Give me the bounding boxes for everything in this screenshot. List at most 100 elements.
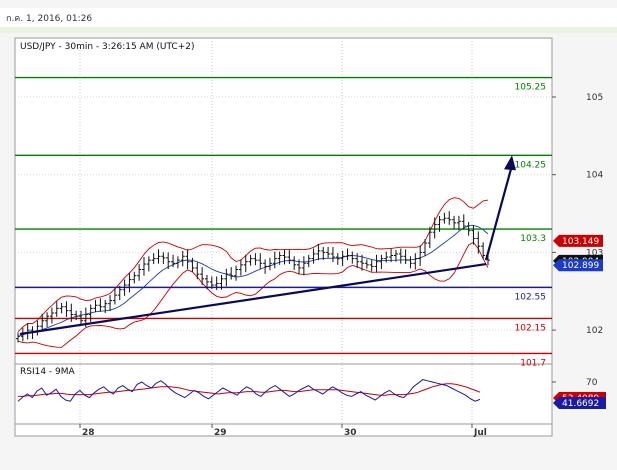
candle — [69, 303, 74, 322]
candle — [447, 211, 452, 225]
candle — [350, 251, 355, 264]
candle — [335, 253, 340, 265]
candle — [452, 215, 457, 230]
candle — [108, 295, 113, 312]
candle — [432, 217, 437, 239]
candle — [408, 256, 413, 269]
level-lines: 105.25 104.25 103.3 102.55 102.15 101.7 — [15, 76, 552, 368]
y-tick-label-104: 104 — [586, 171, 603, 181]
header-bar: ก.ค. 1, 2016, 01:26 — [0, 8, 617, 28]
candle — [393, 250, 398, 262]
x-tick-label-29: 29 — [214, 428, 227, 438]
level-label-102.15: 102.15 — [515, 323, 547, 333]
candle — [204, 274, 209, 290]
x-axis-strip — [14, 423, 553, 437]
price-tag-102.899: 102.899 — [562, 261, 599, 271]
x-tick-label-Jul: Jul — [473, 428, 487, 438]
candle — [442, 212, 447, 224]
candle — [355, 253, 360, 268]
x-tick-label-30: 30 — [344, 428, 357, 438]
candle — [122, 279, 127, 296]
candle — [137, 264, 142, 281]
candle — [234, 265, 239, 281]
candle — [117, 285, 122, 301]
candle — [345, 248, 350, 261]
chart-title: USD/JPY - 30min - 3:26:15 AM (UTC+2) — [20, 42, 194, 52]
candle — [306, 254, 311, 268]
candle — [161, 252, 166, 265]
candle — [146, 256, 151, 272]
candle — [418, 245, 423, 266]
candle — [132, 271, 137, 284]
candle — [166, 252, 171, 270]
candle — [190, 257, 195, 272]
candle — [224, 268, 229, 287]
candle — [301, 256, 306, 276]
candle — [238, 259, 243, 276]
x-tick-label-28: 28 — [82, 428, 95, 438]
candle — [461, 214, 466, 230]
bollinger-lower — [17, 241, 489, 348]
rsi-line — [17, 379, 481, 402]
candle — [413, 253, 418, 270]
y-tick-label-102: 102 — [586, 326, 603, 336]
candle — [243, 254, 248, 273]
candle — [374, 254, 379, 273]
candle — [45, 312, 50, 327]
candle — [481, 242, 486, 260]
price-tag-103.149: 103.149 — [562, 237, 599, 247]
rsi-lines: 7053.408941.6692 — [17, 378, 606, 409]
candles — [16, 211, 490, 343]
candle — [195, 262, 200, 280]
candle — [297, 259, 302, 275]
support-trendline — [19, 262, 487, 336]
candle — [466, 222, 471, 236]
candle — [103, 299, 108, 314]
rsi-title: RSI14 - 9MA — [20, 367, 76, 377]
candle — [316, 243, 321, 261]
level-label-104.25: 104.25 — [515, 160, 547, 170]
y-axis: 105 104 103 102 — [552, 93, 603, 336]
candle — [112, 288, 117, 305]
price-tag-box-103.149 — [553, 234, 603, 247]
trendline — [19, 155, 516, 336]
rsi-y-tick-label-70: 70 — [586, 378, 598, 388]
candle — [141, 257, 146, 276]
candle — [98, 298, 103, 312]
candle — [326, 246, 331, 258]
candle — [321, 246, 326, 260]
candle — [340, 250, 345, 266]
candle — [471, 225, 476, 245]
level-label-105.25: 105.25 — [515, 83, 547, 93]
candle — [214, 276, 219, 291]
candle — [59, 302, 64, 314]
candle — [398, 248, 403, 264]
target-arrow-shaft — [484, 164, 514, 261]
candle — [427, 226, 432, 249]
candle — [93, 299, 98, 313]
candle — [64, 301, 69, 317]
candle — [263, 259, 268, 274]
level-label-103.3: 103.3 — [520, 234, 546, 244]
candle — [476, 231, 481, 254]
candle — [78, 310, 83, 326]
candle — [229, 267, 234, 280]
candle — [185, 249, 190, 270]
candle — [360, 254, 365, 271]
candle — [311, 248, 316, 264]
candle — [175, 256, 180, 269]
candle — [74, 310, 79, 320]
x-axis: 28 29 30 Jul — [79, 424, 487, 438]
candle — [40, 313, 45, 332]
candle — [403, 249, 408, 265]
candle — [272, 251, 277, 269]
candle — [267, 257, 272, 271]
rsi-tag-41.6692: 41.6692 — [562, 399, 599, 409]
candle — [437, 215, 442, 232]
candle — [277, 251, 282, 265]
candle — [330, 246, 335, 263]
candle — [219, 274, 224, 290]
candle — [389, 248, 394, 263]
